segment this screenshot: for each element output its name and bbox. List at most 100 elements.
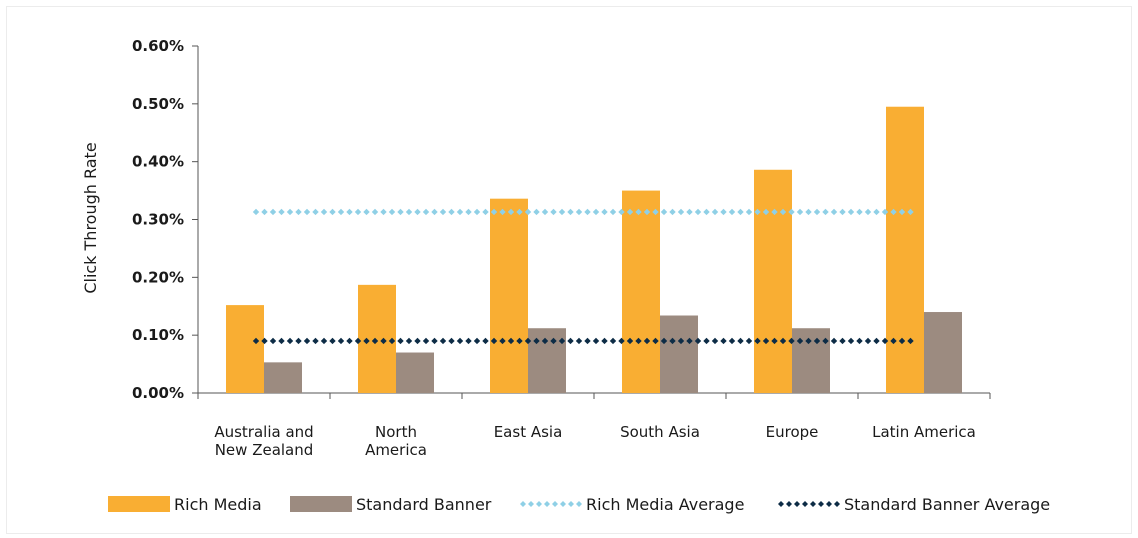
legend-label: Rich Media: [174, 495, 262, 514]
rich-media-average-dot: [873, 208, 880, 216]
rich-media-average-dot: [388, 208, 396, 216]
rich-media-average-dot: [694, 208, 702, 216]
standard-banner-average-dot: [898, 337, 906, 345]
standard-banner-average-dot: [703, 337, 710, 345]
standard-banner-average-dot: [805, 337, 812, 345]
legend-item: Rich Media: [108, 495, 262, 514]
rich-media-average-dot: [516, 208, 523, 216]
standard-banner-average-dot: [652, 337, 659, 345]
rich-media-average-dot: [363, 208, 370, 216]
rich-media-average-dot: [397, 208, 404, 216]
rich-media-average-dot: [864, 208, 872, 216]
rich-media-average-dot: [898, 208, 906, 216]
rich-media-average-dot: [558, 208, 566, 216]
standard-banner-average-dot: [524, 337, 532, 345]
rich-media-average-dot: [499, 208, 506, 216]
rich-media-average-dot: [779, 208, 787, 216]
standard-banner-average-dot: [465, 337, 472, 345]
standard-banner-average-dot: [626, 337, 634, 345]
standard-banner-average-dot: [320, 337, 328, 345]
rich-media-bar: [490, 198, 528, 393]
rich-media-average-dot: [609, 208, 617, 216]
rich-media-average-dot: [737, 208, 744, 216]
rich-media-average-dot: [371, 208, 379, 216]
y-tick-label: 0.20%: [132, 268, 184, 286]
rich-media-bar: [622, 190, 660, 393]
rich-media-average-dot: [677, 208, 685, 216]
rich-media-average-dot: [320, 208, 328, 216]
standard-banner-bar: [660, 315, 698, 393]
standard-banner-average-dot: [482, 337, 489, 345]
rich-media-average-dot: [439, 208, 447, 216]
standard-banner-average-dot: [618, 337, 625, 345]
standard-banner-average-dot: [907, 337, 914, 345]
legend-swatch-dot: [786, 501, 792, 507]
standard-banner-average-dot: [728, 337, 736, 345]
legend-swatch-dot: [778, 501, 784, 507]
standard-banner-average-dot: [507, 337, 515, 345]
standard-banner-average-dot: [439, 337, 447, 345]
legend-swatch-dot: [560, 501, 566, 507]
standard-banner-average-dot: [431, 337, 438, 345]
rich-media-average-dot: [592, 208, 600, 216]
legend-swatch-dot: [568, 501, 574, 507]
rich-media-average-dot: [541, 208, 549, 216]
rich-media-average-dot: [686, 208, 693, 216]
standard-banner-bar: [924, 312, 962, 393]
standard-banner-average-dot: [890, 337, 897, 345]
rich-media-average-dot: [626, 208, 634, 216]
rich-media-average-dot: [788, 208, 795, 216]
legend-swatch: [108, 496, 170, 512]
rich-media-average-dot: [847, 208, 855, 216]
legend-label: Standard Banner Average: [844, 495, 1050, 514]
rich-media-average-dot: [278, 208, 285, 216]
x-category-label: Europe: [766, 423, 819, 441]
standard-banner-average-dot: [762, 337, 770, 345]
bars: [226, 106, 962, 393]
legend-swatch-dot: [520, 501, 526, 507]
standard-banner-average-dot: [788, 337, 795, 345]
chart-frame: [6, 6, 1132, 534]
average-lines: [252, 208, 914, 345]
standard-banner-average-dot: [584, 337, 591, 345]
legend-swatch-dot: [544, 501, 550, 507]
standard-banner-average-dot: [660, 337, 668, 345]
rich-media-average-dot: [822, 208, 829, 216]
rich-media-average-dot: [524, 208, 532, 216]
y-tick-label: 0.50%: [132, 95, 184, 113]
x-category-label: South Asia: [620, 423, 700, 441]
standard-banner-average-dot: [516, 337, 523, 345]
y-tick-label: 0.40%: [132, 153, 184, 171]
rich-media-average-dot: [295, 208, 302, 216]
standard-banner-average-dot: [371, 337, 379, 345]
rich-media-average-dot: [507, 208, 515, 216]
standard-banner-average-dot: [643, 337, 651, 345]
standard-banner-average-dot: [839, 337, 846, 345]
standard-banner-average-dot: [881, 337, 889, 345]
rich-media-average-dot: [473, 208, 481, 216]
legend-item: Rich Media Average: [520, 495, 744, 514]
standard-banner-average-dot: [635, 337, 642, 345]
standard-banner-bar: [396, 352, 434, 393]
y-tick-label: 0.00%: [132, 384, 184, 402]
rich-media-average-dot: [550, 208, 557, 216]
standard-banner-average-dot: [295, 337, 302, 345]
rich-media-average-dot: [660, 208, 668, 216]
legend-swatch-dot: [810, 501, 816, 507]
legend-item: Standard Banner Average: [778, 495, 1050, 514]
standard-banner-average-dot: [422, 337, 430, 345]
rich-media-average-dot: [839, 208, 846, 216]
standard-banner-average-dot: [677, 337, 685, 345]
legend-swatch-dot: [818, 501, 824, 507]
rich-media-average-dot: [533, 208, 540, 216]
axes: [192, 45, 991, 399]
rich-media-average-dot: [405, 208, 413, 216]
standard-banner-average-dot: [813, 337, 821, 345]
rich-media-average-dot: [456, 208, 464, 216]
standard-banner-average-dot: [694, 337, 702, 345]
standard-banner-average-dot: [745, 337, 753, 345]
legend-swatch-dot: [826, 501, 832, 507]
standard-banner-average-dot: [312, 337, 319, 345]
standard-banner-average-dot: [354, 337, 362, 345]
standard-banner-average-dot: [456, 337, 464, 345]
